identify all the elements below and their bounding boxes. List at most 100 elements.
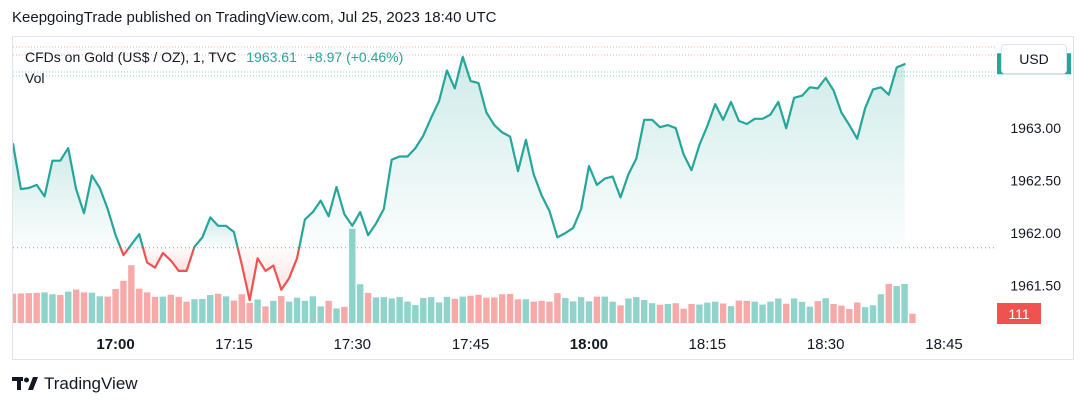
volume-bar [420, 297, 427, 323]
tradingview-logo-icon [12, 377, 38, 390]
volume-last-label: 111 [1008, 306, 1029, 322]
volume-bar [759, 304, 766, 323]
area-fill-below [237, 247, 300, 301]
volume-bar [151, 296, 159, 323]
volume-bar [514, 299, 522, 323]
volume-bar [88, 292, 96, 323]
volume-bar [585, 301, 593, 323]
volume-bar [49, 294, 56, 323]
volume-bar [341, 306, 348, 323]
area-fill-above [13, 144, 121, 248]
volume-bar [41, 292, 48, 323]
volume-bar [191, 299, 198, 323]
volume-last-tag [997, 303, 1041, 324]
volume-bar [309, 296, 317, 323]
x-tick-label: 18:30 [807, 336, 845, 353]
volume-bar [293, 297, 301, 323]
publish-header: KeepgoingTrade published on TradingView.… [12, 9, 497, 26]
volume-bar [869, 305, 877, 323]
volume-bar [17, 293, 25, 323]
price-line-below [141, 246, 196, 272]
volume-bar [427, 297, 435, 323]
volume-bar [25, 293, 32, 323]
price-line-above [298, 55, 906, 249]
volume-bar [112, 288, 119, 323]
volume-bar [901, 283, 908, 323]
volume-bar [483, 297, 490, 323]
volume-bar [65, 291, 72, 323]
volume-bar [270, 300, 277, 323]
x-tick-label: 17:00 [96, 336, 134, 353]
volume-bar [790, 298, 798, 323]
volume-bar [278, 296, 285, 323]
volume-bar [475, 294, 482, 323]
volume-bar [159, 296, 167, 323]
volume-bar [96, 296, 103, 323]
volume-bar [238, 294, 246, 323]
volume-bar [712, 301, 719, 323]
volume-bar [577, 297, 585, 323]
volume-bar [222, 296, 230, 323]
x-tick-label: 17:45 [452, 336, 490, 353]
volume-bar [136, 288, 143, 323]
volume-bar [72, 289, 80, 323]
volume-bar [861, 307, 869, 323]
volume-bar [814, 301, 821, 323]
x-tick-label: 18:15 [689, 336, 727, 353]
price-line-above [193, 216, 239, 249]
volume-bar [451, 298, 459, 323]
volume-bar [893, 286, 900, 323]
y-tick-label: 1963.00 [1010, 120, 1061, 136]
volume-bar [207, 295, 214, 323]
volume-bar [727, 306, 735, 323]
volume-bar [214, 293, 222, 323]
price-line-above [127, 233, 145, 249]
volume-bar [333, 308, 340, 323]
volume-bar [822, 298, 829, 323]
legend-change: +8.97 (+0.46%) [306, 49, 404, 65]
volume-bar [538, 300, 545, 323]
volume-bar [33, 292, 40, 323]
volume-bar [719, 303, 727, 323]
volume-bar [664, 304, 672, 323]
area-fill-above [194, 217, 238, 248]
volume-bar [846, 309, 853, 323]
volume-bar [656, 304, 664, 323]
x-tick-label: 17:15 [215, 336, 253, 353]
volume-bar [459, 296, 466, 323]
volume-bar [609, 301, 616, 323]
x-tick-label: 18:00 [570, 336, 608, 353]
volume-bar [120, 280, 127, 323]
volume-bar [522, 299, 530, 323]
price-chart[interactable]: 1963.00 1962.50 1962.00 1961.50 1963.61 111 1… [13, 37, 1074, 360]
footer-brand[interactable]: TradingView [12, 374, 138, 394]
volume-bar [601, 296, 608, 323]
volume-bar [806, 306, 814, 323]
volume-bar [838, 305, 845, 323]
volume-bar [530, 301, 537, 323]
price-line-above [13, 142, 122, 249]
x-tick-label: 17:30 [333, 336, 371, 353]
chart-panel[interactable]: 1963.00 1962.50 1962.00 1961.50 1963.61 111 1… [12, 36, 1074, 360]
price-line-below [119, 246, 131, 257]
volume-bar [641, 300, 648, 323]
volume-bar [285, 301, 293, 323]
volume-bar [254, 299, 261, 323]
legend-price: 1963.61 [246, 49, 297, 65]
y-tick-label: 1962.50 [1010, 173, 1061, 189]
volume-bar [648, 303, 656, 323]
volume-bar [435, 302, 443, 323]
currency-button[interactable]: USD [1001, 44, 1067, 74]
volume-bar [404, 301, 411, 323]
volume-bar [633, 297, 640, 323]
volume-bar [696, 304, 703, 323]
volume-bar [562, 297, 569, 323]
volume-bar [128, 265, 135, 323]
y-tick-label: 1962.00 [1010, 225, 1061, 241]
volume-bar [57, 295, 64, 323]
volume-bar [885, 283, 892, 323]
volume-bar [625, 298, 632, 323]
volume-bar [301, 300, 309, 323]
volume-bar [830, 304, 837, 323]
volume-bar [735, 300, 743, 323]
